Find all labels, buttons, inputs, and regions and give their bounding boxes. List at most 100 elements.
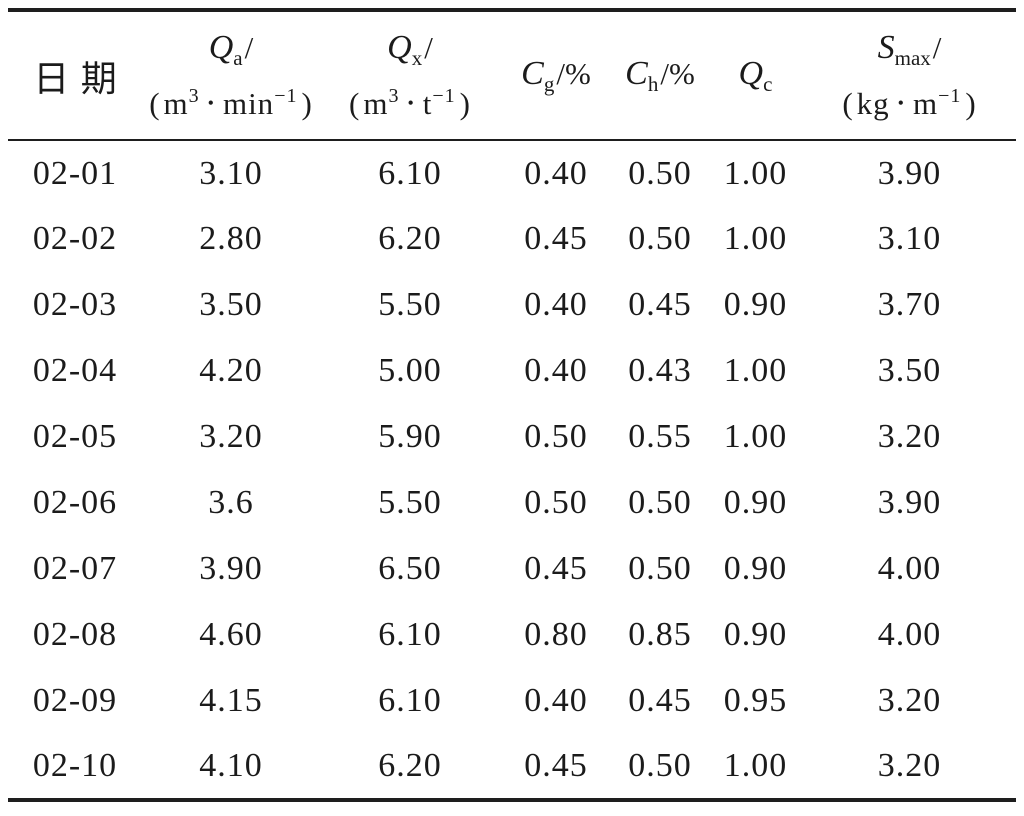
cell-date: 02-10 — [32, 747, 118, 784]
cell-cg: 0.40 — [524, 352, 588, 389]
cell-cg: 0.45 — [524, 220, 588, 257]
cell-date: 02-02 — [32, 220, 118, 257]
cell-qx: 6.20 — [378, 747, 442, 784]
table-row: 02-07 3.90 6.50 0.45 0.50 0.90 4.00 — [8, 536, 1016, 602]
cell-ch: 0.43 — [628, 352, 692, 389]
table-row: 02-08 4.60 6.10 0.80 0.85 0.90 4.00 — [8, 602, 1016, 668]
cell-qa: 4.15 — [199, 682, 263, 719]
header-smax-symbol: Smax/ — [803, 29, 1016, 71]
col-header-qa: Qa/ (m3 • min−1) — [142, 10, 320, 140]
header-qa-symbol: Qa/ — [142, 29, 320, 71]
unit-close-paren: ) — [301, 86, 313, 121]
cell-cg: 0.40 — [524, 286, 588, 323]
cell-smax: 3.50 — [877, 352, 942, 389]
cell-qa: 3.90 — [199, 550, 263, 587]
unit-close-paren: ) — [965, 86, 977, 121]
cell-ch: 0.45 — [628, 682, 692, 719]
cell-qa: 4.20 — [199, 352, 263, 389]
cell-date: 02-08 — [32, 616, 118, 653]
cell-qc: 0.90 — [723, 616, 788, 653]
data-table: 日期 Qa/ (m3 • min−1) Qx/ (m3 • t−1) Cg/% — [8, 8, 1016, 802]
cell-qa: 4.10 — [199, 747, 263, 784]
unit-base: min — [222, 86, 275, 121]
header-percent: % — [564, 55, 591, 91]
col-header-ch: Ch/% — [612, 10, 708, 140]
cell-ch: 0.45 — [628, 286, 692, 323]
cell-date: 02-09 — [32, 682, 118, 719]
header-slash: / — [660, 55, 669, 91]
col-header-smax: Smax/ (kg • m−1) — [803, 10, 1016, 140]
table-body: 02-01 3.10 6.10 0.40 0.50 1.00 3.90 02-02 2.80 6.… — [8, 140, 1016, 800]
table-row: 02-10 4.10 6.20 0.45 0.50 1.00 3.20 — [8, 734, 1016, 800]
cell-date: 02-03 — [32, 286, 118, 323]
cell-cg: 0.45 — [524, 550, 588, 587]
cell-cg: 0.40 — [524, 682, 588, 719]
cell-date: 02-05 — [32, 418, 118, 455]
cell-qc: 0.90 — [723, 286, 788, 323]
cell-cg: 0.45 — [524, 747, 588, 784]
unit-dot-icon: • — [897, 93, 905, 113]
cell-ch: 0.55 — [628, 418, 692, 455]
cell-ch: 0.50 — [628, 154, 692, 192]
header-date-label: 日期 — [33, 58, 129, 99]
header-variable: Q — [208, 29, 234, 66]
unit-open-paren: ( — [349, 86, 361, 121]
unit-superscript: −1 — [432, 85, 456, 107]
header-subscript: x — [411, 46, 423, 70]
header-smax-unit: (kg • m−1) — [803, 85, 1016, 122]
cell-smax: 4.00 — [877, 550, 942, 587]
cell-cg: 0.80 — [524, 616, 588, 653]
cell-qx: 5.00 — [378, 352, 442, 389]
header-qx: Qx/ (m3 • t−1) — [320, 12, 500, 139]
unit-open-paren: ( — [149, 86, 161, 121]
cell-qx: 6.20 — [378, 220, 442, 257]
cell-ch: 0.85 — [628, 616, 692, 653]
cell-date: 02-04 — [32, 352, 118, 389]
unit-superscript: 3 — [188, 85, 200, 107]
cell-qa: 3.50 — [199, 286, 263, 323]
unit-dot-icon: • — [207, 93, 215, 113]
table-row: 02-09 4.15 6.10 0.40 0.45 0.95 3.20 — [8, 668, 1016, 734]
header-smax: Smax/ (kg • m−1) — [803, 12, 1016, 139]
cell-date: 02-07 — [32, 550, 118, 587]
cell-smax: 4.00 — [877, 616, 942, 653]
header-qc: Qc — [739, 55, 773, 96]
cell-smax: 3.10 — [877, 220, 942, 257]
header-variable: Q — [738, 54, 764, 92]
cell-qc: 0.90 — [723, 550, 788, 587]
cell-qa: 4.60 — [199, 616, 263, 653]
header-slash: / — [424, 30, 433, 65]
header-variable: Q — [387, 29, 412, 66]
cell-cg: 0.40 — [524, 154, 588, 192]
cell-qx: 6.50 — [378, 550, 442, 587]
header-subscript: c — [763, 71, 773, 96]
table-header: 日期 Qa/ (m3 • min−1) Qx/ (m3 • t−1) Cg/% — [8, 10, 1016, 140]
header-subscript: max — [894, 46, 931, 70]
unit-superscript: −1 — [274, 85, 298, 107]
cell-date: 02-01 — [32, 154, 118, 192]
cell-smax: 3.90 — [877, 484, 942, 521]
cell-cg: 0.50 — [524, 484, 588, 521]
cell-date: 02-06 — [32, 484, 118, 521]
header-slash: / — [244, 30, 254, 65]
table-container: 日期 Qa/ (m3 • min−1) Qx/ (m3 • t−1) Cg/% — [8, 8, 1016, 802]
cell-qc: 1.00 — [723, 747, 788, 784]
cell-qx: 5.90 — [378, 418, 442, 455]
cell-smax: 3.90 — [877, 154, 942, 192]
table-row: 02-05 3.20 5.90 0.50 0.55 1.00 3.20 — [8, 404, 1016, 470]
table-row: 02-03 3.50 5.50 0.40 0.45 0.90 3.70 — [8, 272, 1016, 338]
cell-smax: 3.70 — [877, 286, 942, 323]
cell-qc: 1.00 — [723, 220, 788, 257]
cell-smax: 3.20 — [877, 418, 942, 455]
unit-open-paren: ( — [842, 86, 854, 121]
cell-ch: 0.50 — [628, 484, 692, 521]
cell-ch: 0.50 — [628, 747, 692, 784]
header-cg: Cg/% — [521, 55, 591, 96]
cell-qc: 0.90 — [723, 484, 788, 521]
cell-qx: 5.50 — [378, 286, 442, 323]
unit-base: m — [912, 86, 939, 121]
table-row: 02-06 3.6 5.50 0.50 0.50 0.90 3.90 — [8, 470, 1016, 536]
cell-qc: 1.00 — [723, 154, 788, 192]
col-header-cg: Cg/% — [500, 10, 612, 140]
header-variable: C — [625, 54, 648, 92]
